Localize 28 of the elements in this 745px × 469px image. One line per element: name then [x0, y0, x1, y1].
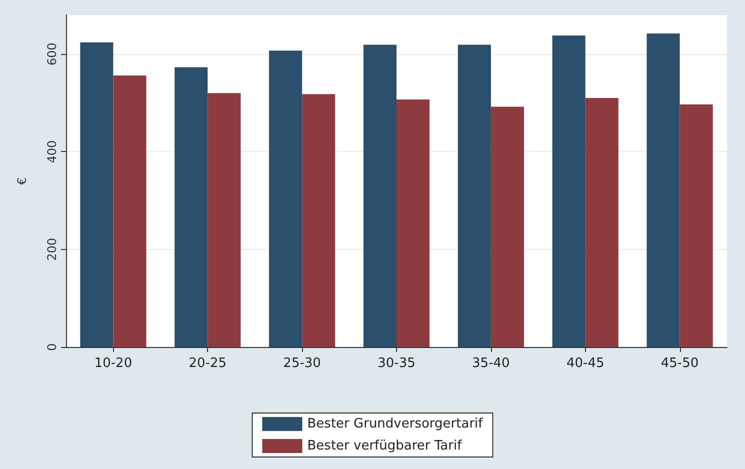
y-tick-label: 0 [45, 343, 59, 351]
y-axis-title: € [15, 177, 29, 185]
bar [302, 94, 336, 347]
x-tick-label: 25-30 [283, 356, 321, 371]
bar [396, 99, 430, 347]
x-tick-label: 35-40 [472, 356, 510, 371]
bar [646, 34, 680, 347]
y-tick-label: 600 [45, 42, 59, 66]
bar [269, 50, 302, 347]
bar [174, 67, 208, 347]
bar [585, 98, 618, 347]
x-tick-label: 30-35 [378, 356, 416, 371]
bar [680, 104, 713, 347]
bar [80, 42, 114, 347]
legend-label: Bester verfügbarer Tarif [307, 438, 462, 454]
y-tick-label: 400 [45, 140, 59, 164]
bar [363, 44, 396, 347]
bar [113, 76, 146, 347]
x-tick-label: 40-45 [566, 356, 604, 371]
bar [490, 106, 524, 347]
bar [208, 93, 241, 347]
y-tick-label: 200 [45, 238, 59, 261]
bar [458, 44, 491, 347]
legend-label: Bester Grundversorgertarif [307, 416, 484, 432]
bar [552, 36, 586, 347]
x-tick-label: 45-50 [660, 356, 699, 371]
x-tick-label: 20-25 [188, 356, 227, 371]
x-tick-label: 10-20 [94, 356, 132, 371]
